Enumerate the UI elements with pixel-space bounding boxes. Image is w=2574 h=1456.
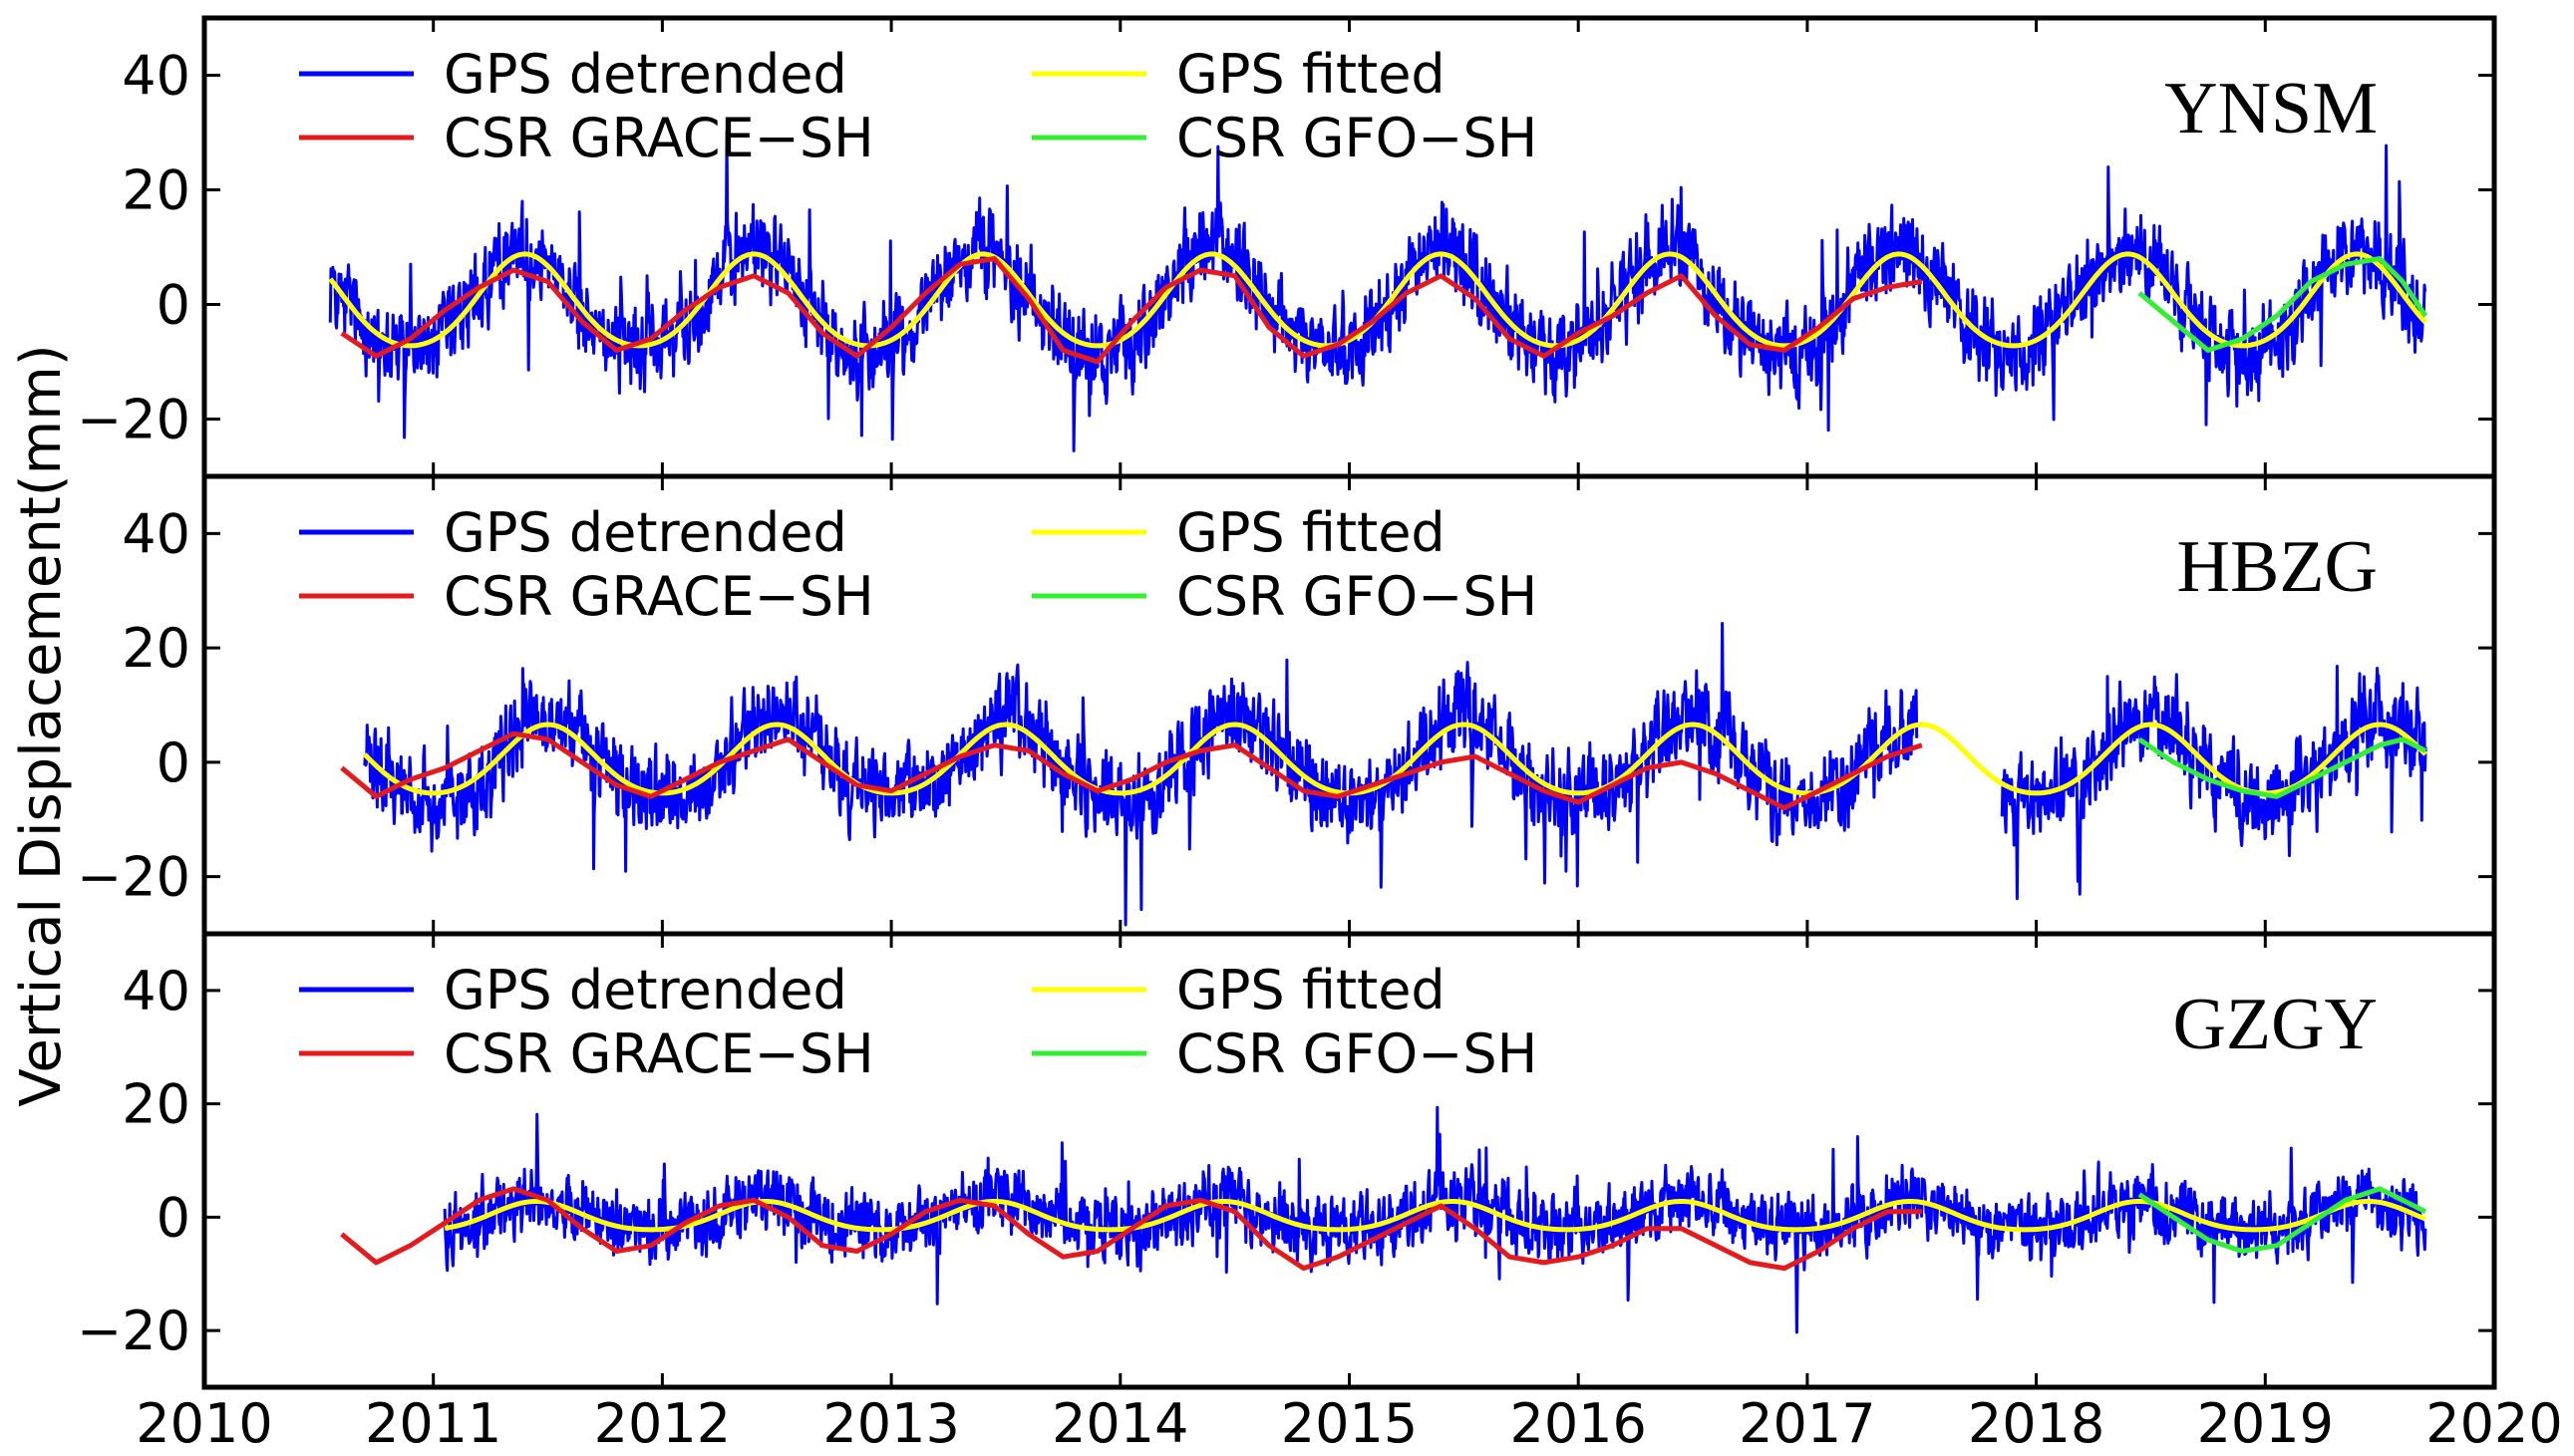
legend-label: GPS fitted bbox=[1176, 959, 1446, 1021]
legend-label: CSR GRACE−SH bbox=[444, 107, 874, 169]
legend-item-csr-grace-sh: CSR GRACE−SH bbox=[299, 565, 874, 628]
legend-label: CSR GRACE−SH bbox=[444, 1022, 874, 1085]
x-tick-label: 2020 bbox=[2425, 1392, 2562, 1455]
y-tick-label: 0 bbox=[157, 274, 190, 337]
panel-data bbox=[340, 622, 2427, 927]
panel-gzgy: 40 20 0 −20 GPS detrended GPS fitted CSR GRACE… bbox=[77, 931, 2497, 1390]
y-tick-label: −20 bbox=[77, 389, 190, 451]
legend-item-csr-gfo-sh: CSR GFO−SH bbox=[1032, 107, 1537, 169]
x-axis: 2010 2011 2012 2013 2014 2015 2016 2017 2018 2019… bbox=[136, 1392, 2562, 1455]
x-tick-label: 2016 bbox=[1509, 1392, 1646, 1455]
plot-area: 40 20 0 −20 GPS detrended GPS fitted CSR GRACE… bbox=[77, 15, 2563, 1455]
panel-hbzg: 40 20 0 −20 GPS detrended GPS fitted CSR GRACE… bbox=[77, 473, 2497, 937]
y-tick-label: −20 bbox=[77, 1300, 190, 1362]
x-tick-label: 2010 bbox=[136, 1392, 272, 1455]
legend-label: CSR GFO−SH bbox=[1176, 565, 1537, 628]
legend-item-gps-fitted: GPS fitted bbox=[1032, 959, 1446, 1021]
y-tick-label: 40 bbox=[122, 960, 190, 1022]
legend-label: GPS detrended bbox=[444, 43, 847, 106]
gps-fitted-line bbox=[444, 1199, 2427, 1233]
legend-item-gps-fitted: GPS fitted bbox=[1032, 501, 1446, 564]
y-tick-label: 20 bbox=[122, 1073, 190, 1136]
legend-item-csr-gfo-sh: CSR GFO−SH bbox=[1032, 1022, 1537, 1085]
legend-label: CSR GFO−SH bbox=[1176, 107, 1537, 169]
y-tick-label: 0 bbox=[157, 1186, 190, 1249]
gps-detrended-line bbox=[443, 1105, 2427, 1334]
legend-item-gps-fitted: GPS fitted bbox=[1032, 43, 1446, 106]
station-label: HBZG bbox=[2177, 526, 2378, 608]
csr-gfo-line bbox=[2137, 256, 2428, 353]
legend-label: GPS detrended bbox=[444, 959, 847, 1021]
x-tick-label: 2011 bbox=[365, 1392, 501, 1455]
gps-detrended-line bbox=[328, 130, 2427, 452]
legend: GPS detrended GPS fitted CSR GRACE−SH CSR G… bbox=[299, 43, 1537, 169]
y-tick-label: 20 bbox=[122, 617, 190, 680]
gps-detrended-line bbox=[363, 622, 2427, 927]
legend-item-gps-detrended: GPS detrended bbox=[299, 501, 847, 564]
x-tick-label: 2019 bbox=[2197, 1392, 2334, 1455]
csr-grace-line bbox=[340, 256, 1923, 365]
legend-item-gps-detrended: GPS detrended bbox=[299, 43, 847, 106]
legend-item-csr-grace-sh: CSR GRACE−SH bbox=[299, 1022, 874, 1085]
x-tick-label: 2015 bbox=[1281, 1392, 1418, 1455]
legend-item-csr-grace-sh: CSR GRACE−SH bbox=[299, 107, 874, 169]
y-axis-label: Vertical Displacement(mm) bbox=[9, 344, 74, 1106]
x-tick-label: 2017 bbox=[1739, 1392, 1875, 1455]
x-tick-label: 2012 bbox=[594, 1392, 731, 1455]
x-tick-label: 2013 bbox=[822, 1392, 959, 1455]
legend-item-csr-gfo-sh: CSR GFO−SH bbox=[1032, 565, 1537, 628]
panel-data bbox=[328, 130, 2428, 452]
y-tick-label: −20 bbox=[77, 846, 190, 909]
legend-label: GPS detrended bbox=[444, 501, 847, 564]
legend-label: CSR GFO−SH bbox=[1176, 1022, 1537, 1085]
x-tick-label: 2014 bbox=[1052, 1392, 1188, 1455]
panel-data bbox=[340, 1105, 2427, 1334]
legend-item-gps-detrended: GPS detrended bbox=[299, 959, 847, 1021]
legend-label: CSR GRACE−SH bbox=[444, 565, 874, 628]
y-tick-label: 40 bbox=[122, 45, 190, 108]
csr-gfo-line bbox=[2137, 736, 2427, 799]
csr-grace-line bbox=[340, 730, 1923, 811]
station-label: YNSM bbox=[2164, 68, 2378, 149]
station-label: GZGY bbox=[2172, 984, 2378, 1065]
x-tick-label: 2018 bbox=[1968, 1392, 2104, 1455]
legend: GPS detrended GPS fitted CSR GRACE−SH CSR G… bbox=[299, 501, 1537, 628]
panel-ynsm: 40 20 0 −20 GPS detrended GPS fitted CSR GRACE… bbox=[77, 15, 2497, 479]
legend-label: GPS fitted bbox=[1176, 501, 1446, 564]
y-tick-label: 0 bbox=[157, 731, 190, 794]
legend: GPS detrended GPS fitted CSR GRACE−SH CSR G… bbox=[299, 959, 1537, 1085]
csr-gfo-line bbox=[2137, 1186, 2427, 1254]
y-tick-label: 40 bbox=[122, 502, 190, 565]
y-tick-label: 20 bbox=[122, 159, 190, 222]
legend-label: GPS fitted bbox=[1176, 43, 1446, 106]
csr-grace-line bbox=[340, 1186, 1922, 1272]
